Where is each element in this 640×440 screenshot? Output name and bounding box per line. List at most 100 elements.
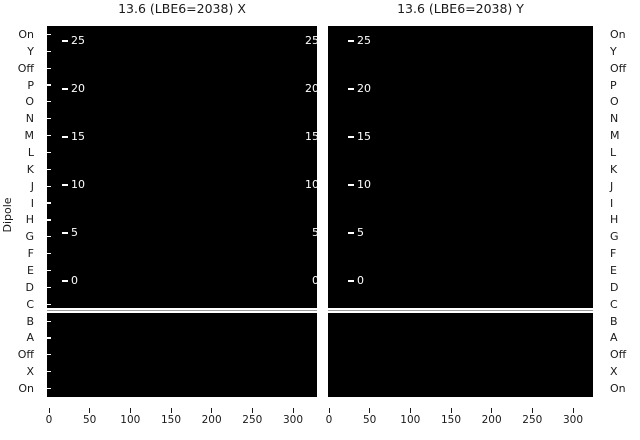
inner-scale-tick xyxy=(348,184,354,186)
dipole-label-right: J xyxy=(610,179,614,193)
inner-scale-label-clipped: 10 xyxy=(305,178,317,191)
plot-area-x: 25 25 20 20 15 15 10 10 5 5 0 0 xyxy=(47,26,317,397)
row-tick xyxy=(47,202,51,204)
inner-scale-label: 10 xyxy=(71,178,85,191)
dipole-label-right: O xyxy=(610,95,619,109)
x-tick xyxy=(292,408,294,413)
x-tick-label: 50 xyxy=(362,414,377,426)
row-tick xyxy=(47,50,51,52)
inner-scale-label: 0 xyxy=(357,274,364,287)
dipole-label-left: On xyxy=(18,382,34,396)
dipole-label-left: B xyxy=(26,314,34,328)
dipole-label-left: O xyxy=(25,95,34,109)
x-tick-label: 150 xyxy=(160,414,182,426)
dipole-label-left: G xyxy=(25,230,34,244)
x-tick xyxy=(251,408,253,413)
inner-scale-label-clipped: 20 xyxy=(305,82,317,95)
dipole-label-left: N xyxy=(25,112,34,126)
row-separator xyxy=(328,308,593,313)
dipole-label-right: I xyxy=(610,196,614,210)
inner-scale-tick xyxy=(62,88,68,90)
dipole-label-left: L xyxy=(27,145,34,159)
inner-scale-tick xyxy=(62,280,68,282)
row-tick xyxy=(47,118,51,120)
row-tick xyxy=(47,135,51,137)
row-tick xyxy=(47,354,51,356)
inner-scale-label-clipped: 0 xyxy=(312,274,317,287)
dipole-label-left: J xyxy=(30,179,34,193)
row-tick xyxy=(47,236,51,238)
dipole-label-left: On xyxy=(18,27,34,41)
inner-scale-label: 0 xyxy=(71,274,78,287)
inner-scale-label: 5 xyxy=(357,226,364,239)
dipole-label-right: Y xyxy=(610,44,617,58)
dipole-label-left: F xyxy=(27,247,34,261)
row-tick xyxy=(47,286,51,288)
inner-scale-tick xyxy=(348,136,354,138)
x-tick-label: 200 xyxy=(201,414,222,426)
dipole-label-right: Off xyxy=(610,348,627,362)
dipole-label-right: X xyxy=(610,365,618,379)
dipole-label-left: Off xyxy=(17,348,34,362)
dipole-label-left: M xyxy=(24,129,35,143)
inner-scale-tick xyxy=(62,232,68,234)
dipole-label-left: P xyxy=(27,78,34,92)
dipole-label-left: K xyxy=(26,162,34,176)
row-tick xyxy=(47,219,51,221)
inner-scale-label: 10 xyxy=(357,178,371,191)
dipole-label-right: P xyxy=(610,78,617,92)
row-tick xyxy=(47,67,51,69)
x-tick-label: 100 xyxy=(120,414,141,426)
inner-scale-tick xyxy=(348,232,354,234)
dipole-label-right: L xyxy=(610,145,617,159)
inner-scale-tick xyxy=(62,184,68,186)
row-separator-line xyxy=(47,310,317,311)
row-tick xyxy=(47,320,51,322)
panel-title-y: 13.6 (LBE6=2038) Y xyxy=(397,1,524,16)
row-tick xyxy=(47,33,51,36)
x-tick-label: 300 xyxy=(562,414,584,426)
x-tick xyxy=(170,408,172,413)
row-tick xyxy=(47,84,51,86)
row-separator xyxy=(47,308,317,313)
inner-scale-label-clipped: 5 xyxy=(312,226,317,239)
x-tick xyxy=(48,408,50,413)
x-tick-label: 250 xyxy=(242,414,263,426)
x-tick-label: 100 xyxy=(400,414,421,426)
dipole-label-right: On xyxy=(610,382,626,396)
row-tick xyxy=(47,269,51,272)
row-tick xyxy=(47,168,51,170)
dipole-label-right: E xyxy=(610,264,617,278)
row-tick xyxy=(47,185,51,187)
row-tick xyxy=(47,253,51,255)
dipole-label-right: N xyxy=(610,112,619,126)
dipole-label-right: H xyxy=(610,213,619,227)
dipole-label-right: B xyxy=(610,314,618,328)
dipole-label-right: D xyxy=(610,280,619,294)
inner-scale-label-clipped: 25 xyxy=(305,34,317,47)
dipole-label-right: On xyxy=(610,27,626,41)
x-tick-label: 250 xyxy=(522,414,543,426)
row-tick xyxy=(47,303,51,305)
inner-scale-label: 5 xyxy=(71,226,78,239)
dipole-label-left: D xyxy=(25,280,34,294)
dipole-label-left: I xyxy=(30,196,34,210)
dipole-label-left: X xyxy=(26,365,34,379)
x-tick-label: 50 xyxy=(82,414,97,426)
inner-scale-tick xyxy=(348,280,354,282)
dipole-label-left: Off xyxy=(17,61,34,75)
x-tick-label: 0 xyxy=(325,414,333,426)
inner-scale-label: 15 xyxy=(357,130,371,143)
inner-scale-label-clipped: 15 xyxy=(305,130,317,143)
inner-scale-tick xyxy=(62,40,68,42)
x-tick xyxy=(409,408,411,413)
inner-scale-tick xyxy=(348,40,354,42)
panel-title-x: 13.6 (LBE6=2038) X xyxy=(118,1,246,16)
dipole-label-left: E xyxy=(27,264,34,278)
x-tick-label: 200 xyxy=(481,414,502,426)
inner-scale-label: 25 xyxy=(357,34,371,47)
x-tick xyxy=(531,408,533,413)
dipole-label-right: G xyxy=(610,230,619,244)
x-tick-label: 150 xyxy=(440,414,462,426)
x-tick xyxy=(89,408,91,413)
